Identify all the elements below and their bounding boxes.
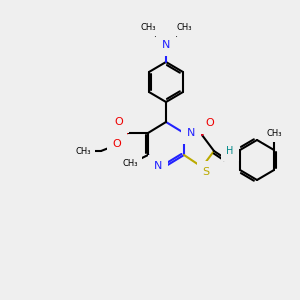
Text: N: N <box>187 128 195 138</box>
Text: H: H <box>226 146 234 156</box>
Text: CH₃: CH₃ <box>140 22 156 32</box>
Text: S: S <box>202 167 210 177</box>
Text: CH₃: CH₃ <box>176 22 192 32</box>
Text: O: O <box>115 117 123 127</box>
Text: CH₃: CH₃ <box>75 146 91 155</box>
Text: CH₃: CH₃ <box>122 160 138 169</box>
Text: N: N <box>154 161 162 171</box>
Text: N: N <box>162 40 170 50</box>
Text: O: O <box>206 118 214 128</box>
Text: O: O <box>112 139 122 149</box>
Text: CH₃: CH₃ <box>266 128 282 137</box>
